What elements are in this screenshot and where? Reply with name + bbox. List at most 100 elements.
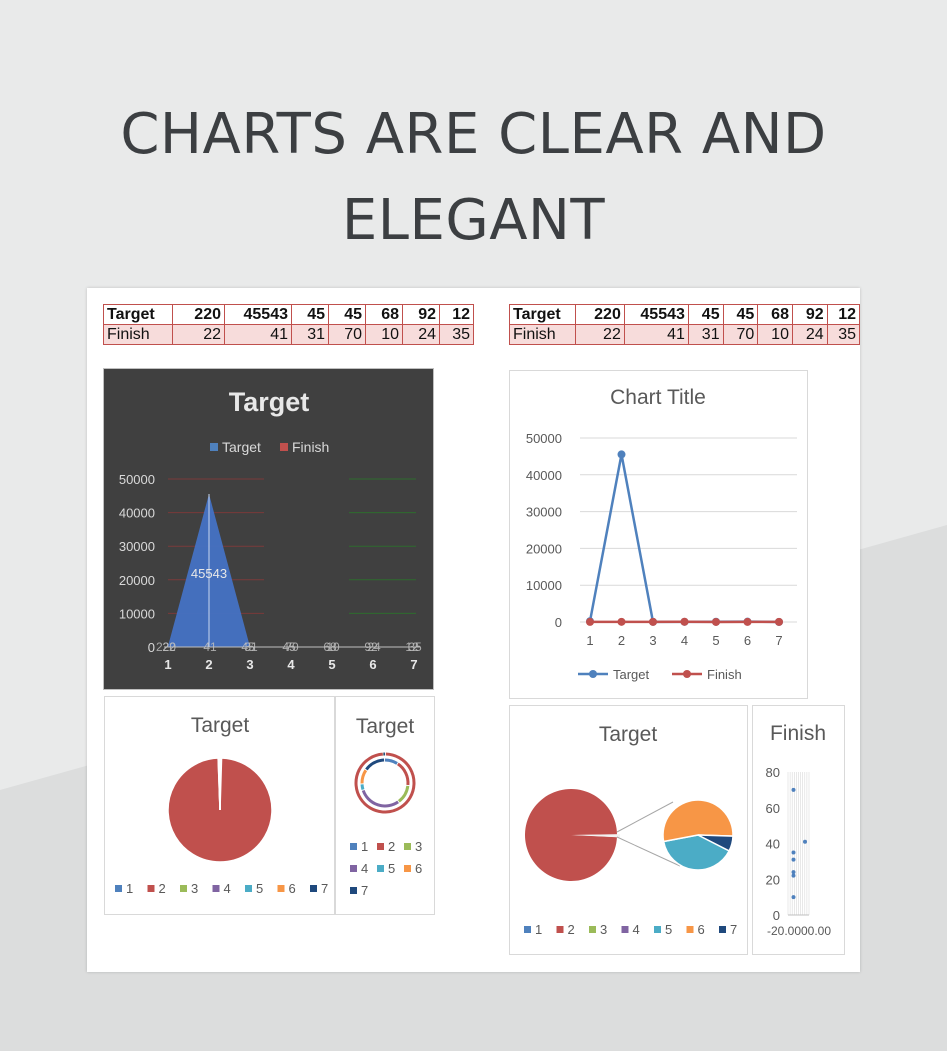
legend-label: 4 <box>361 861 368 876</box>
data-point <box>743 617 752 626</box>
legend-label: 7 <box>321 881 328 896</box>
pie-of-pie-chart-panel[interactable]: Target 1 2 3 4 5 6 7 <box>509 705 748 955</box>
doughnut-segment <box>365 758 385 771</box>
legend-label: 3 <box>191 881 198 896</box>
table-cell[interactable]: 35 <box>826 324 861 345</box>
y-tick-label: 50000 <box>526 431 562 446</box>
legend-label: 7 <box>361 883 368 898</box>
table-cell[interactable]: 45543 <box>224 304 292 325</box>
data-label: 24 <box>367 640 381 654</box>
table-cell[interactable]: 12 <box>439 304 474 325</box>
table-cell[interactable]: 35 <box>439 324 474 345</box>
y-tick-label: 20 <box>766 872 780 887</box>
table-cell[interactable]: 45 <box>687 304 724 325</box>
line-series-target <box>588 454 780 624</box>
data-label: 35 <box>408 640 422 654</box>
data-label: 68 <box>323 640 337 654</box>
secondary-pie-slice-6 <box>662 799 734 843</box>
doughnut-chart-title: Target <box>356 715 415 738</box>
scatter-chart-panel[interactable]: Finish 0 20 40 60 80 -20.0000.00 <box>752 705 845 955</box>
line-chart-panel[interactable]: Chart Title 0 10000 20000 30000 40000 50000 1 2… <box>509 370 808 699</box>
table-cell[interactable]: 45 <box>722 304 759 325</box>
legend-swatch <box>404 865 411 872</box>
legend-swatch <box>719 926 726 933</box>
heading-line-2: ELEGANT <box>341 188 606 253</box>
scatter-point <box>803 839 807 844</box>
data-point <box>775 617 783 626</box>
y-tick-label: 40000 <box>526 468 562 483</box>
doughnut-segment <box>360 784 365 791</box>
data-label: 70 <box>285 640 299 654</box>
table-cell[interactable]: 68 <box>757 304 793 325</box>
x-tick-label: 2 <box>205 657 212 672</box>
legend-label: 5 <box>665 922 672 937</box>
table-cell[interactable]: 41 <box>623 324 689 345</box>
data-table-left: Target 220 45543 45 45 68 92 12 Finish 22 41 31 70 10… <box>103 304 474 345</box>
table-cell[interactable]: 68 <box>365 304 403 325</box>
x-tick-label: 4 <box>287 657 295 672</box>
legend-label: 2 <box>568 922 575 937</box>
area-chart: Target Target Finish 10000 20000 30000 4000… <box>119 387 422 672</box>
legend-swatch <box>277 885 285 892</box>
page-heading: CHARTS ARE CLEAR AND ELEGANT <box>0 92 947 264</box>
table-cell[interactable]: 220 <box>172 304 225 325</box>
table-cell[interactable]: 92 <box>791 304 828 325</box>
table-cell[interactable]: 45 <box>328 304 366 325</box>
table-cell[interactable]: 31 <box>291 324 329 345</box>
pie-slice-other <box>574 834 620 838</box>
secondary-pie-slice-7 <box>697 834 734 852</box>
doughnut-chart-panel[interactable]: Target 1 2 3 4 5 6 7 <box>335 696 435 915</box>
table-row-label[interactable]: Finish <box>103 324 173 345</box>
data-point <box>586 617 594 626</box>
doughnut-segment <box>397 785 410 803</box>
table-cell[interactable]: 70 <box>722 324 759 345</box>
table-cell[interactable]: 22 <box>575 324 625 345</box>
connector-line <box>616 801 674 833</box>
x-tick-label: 6 <box>744 633 751 648</box>
legend-marker-target <box>589 670 597 678</box>
scatter-chart-title: Finish <box>770 722 826 745</box>
line-chart-title: Chart Title <box>610 386 706 409</box>
table-cell[interactable]: 24 <box>791 324 828 345</box>
legend-swatch <box>212 885 220 892</box>
x-tick-label: 7 <box>775 633 782 648</box>
scatter-point <box>791 870 796 875</box>
x-tick-label: 6 <box>369 657 376 672</box>
x-tick-label: 3 <box>246 657 253 672</box>
y-tick-label: 30000 <box>526 505 562 520</box>
table-cell[interactable]: 220 <box>575 304 625 325</box>
y-tick-label: 20000 <box>119 573 155 588</box>
heading-line-1: CHARTS ARE CLEAR AND <box>120 102 827 167</box>
table-cell[interactable]: 92 <box>402 304 440 325</box>
legend-swatch <box>556 926 564 933</box>
legend-label: 3 <box>415 839 422 854</box>
data-point <box>680 617 689 626</box>
table-cell[interactable]: 12 <box>826 304 861 325</box>
table-cell[interactable]: 22 <box>172 324 225 345</box>
table-cell[interactable]: 10 <box>757 324 793 345</box>
table-cell[interactable]: 41 <box>224 324 292 345</box>
table-cell[interactable]: 45 <box>291 304 329 325</box>
table-row-label[interactable]: Target <box>508 304 577 325</box>
table-row-label[interactable]: Finish <box>508 324 577 345</box>
table-cell[interactable]: 70 <box>328 324 366 345</box>
area-chart-title: Target <box>229 387 310 417</box>
legend-swatch <box>350 843 357 850</box>
area-chart-panel[interactable]: Target Target Finish 10000 20000 30000 4000… <box>103 368 434 690</box>
table-cell[interactable]: 10 <box>365 324 403 345</box>
legend-label: 7 <box>730 922 737 937</box>
table-row-label[interactable]: Target <box>103 304 173 325</box>
x-tick-label: 4 <box>681 633 688 648</box>
legend-label: 2 <box>159 881 166 896</box>
legend-swatch-target <box>210 443 218 451</box>
doughnut-segment <box>354 752 416 814</box>
table-cell[interactable]: 45543 <box>623 304 689 325</box>
x-tick-label: 1 <box>164 657 171 672</box>
pie-chart-panel[interactable]: Target 1 2 3 4 5 6 7 <box>104 696 335 915</box>
table-cell[interactable]: 31 <box>687 324 724 345</box>
x-tick-label: 5 <box>712 633 719 648</box>
data-label: 31 <box>244 640 258 654</box>
legend-swatch <box>245 885 252 892</box>
table-cell[interactable]: 24 <box>402 324 440 345</box>
doughnut-segment <box>360 769 368 784</box>
